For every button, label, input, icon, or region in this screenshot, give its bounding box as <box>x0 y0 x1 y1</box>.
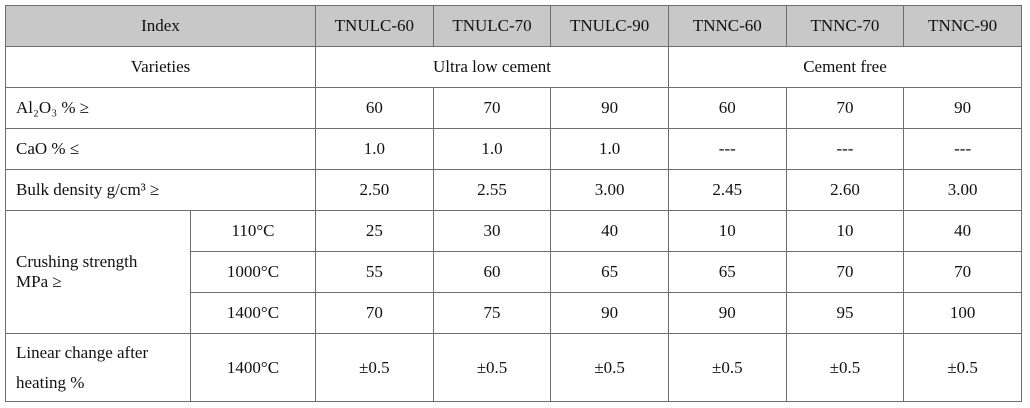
value-cell: 3.00 <box>550 169 669 211</box>
value-cell: 90 <box>550 87 669 129</box>
row-label: Bulk density g/cm³ ≥ <box>5 169 316 211</box>
temp-cell: 1000°C <box>190 251 316 293</box>
value-cell: 75 <box>432 292 552 334</box>
varieties-label: Varieties <box>5 46 316 88</box>
value-cell: 90 <box>903 87 1022 129</box>
value-cell: 90 <box>550 292 669 334</box>
table-row: Al₂O₃ % ≥60 70 90 60 70 90 <box>5 87 1022 129</box>
spec-table: Index TNULC-60 TNULC-70 TNULC-90 TNNC-60 TNNC… <box>5 5 1023 402</box>
value-cell: --- <box>667 128 787 170</box>
table-row: 1400°C 70 75 90 90 95 100 <box>6 292 1022 334</box>
table-row: Crushing strength MPa ≥110°C 25 30 40 10 10 40 <box>5 210 1022 334</box>
value-cell: 60 <box>667 87 787 129</box>
row-label: Linear change after heating % <box>5 333 191 402</box>
row-label: CaO % ≤ <box>5 128 316 170</box>
value-cell: 90 <box>667 292 787 334</box>
value-cell: 40 <box>903 210 1022 252</box>
value-cell: 60 <box>315 87 434 129</box>
value-cell: TNNC-60 <box>667 5 787 47</box>
value-cell: 3.00 <box>903 169 1022 211</box>
row-label: Crushing strength MPa ≥ <box>5 210 191 334</box>
value-cell: 60 <box>432 251 552 293</box>
value-cell: ±0.5 <box>785 333 905 402</box>
table-row: Varieties Ultra low cement Cement free <box>5 46 1023 88</box>
variety-group: Ultra low cement <box>315 46 669 88</box>
value-cell: 30 <box>432 210 552 252</box>
temp-cell: 1400°C <box>190 333 316 402</box>
value-cell: TNULC-70 <box>432 5 552 47</box>
value-cell: 1.0 <box>432 128 552 170</box>
table-row: 1000°C 55 60 65 65 70 70 <box>6 251 1022 293</box>
table-row: Bulk density g/cm³ ≥2.50 2.55 3.00 2.45 2.60… <box>5 169 1022 211</box>
table-row: Index TNULC-60 TNULC-70 TNULC-90 TNNC-60 TNNC… <box>5 5 1022 47</box>
label-line: Linear change after <box>16 342 149 362</box>
value-cell: 2.45 <box>667 169 787 211</box>
table-row: Linear change after heating % 1400°C ±0.5 ±0… <box>5 333 1022 402</box>
row-label: Al₂O₃ % ≥ <box>5 87 316 129</box>
value-cell: 100 <box>903 292 1022 334</box>
label-line: Crushing strength <box>16 252 138 271</box>
value-cell: 70 <box>432 87 552 129</box>
value-cell: ±0.5 <box>903 333 1022 402</box>
label-line: MPa ≥ <box>16 272 62 291</box>
value-cell: 70 <box>315 292 434 334</box>
value-cell: 10 <box>667 210 787 252</box>
temp-cell: 110°C <box>190 210 316 252</box>
header-cell: Index <box>5 5 316 47</box>
value-cell: TNNC-90 <box>903 5 1022 47</box>
value-cell: ±0.5 <box>432 333 552 402</box>
table-row: CaO % ≤1.0 1.0 1.0 --- --- --- <box>5 128 1022 170</box>
value-cell: 95 <box>785 292 905 334</box>
value-cell: 2.55 <box>432 169 552 211</box>
value-cell: 70 <box>785 87 905 129</box>
value-cell: 2.50 <box>315 169 434 211</box>
value-cell: --- <box>903 128 1022 170</box>
value-cell: 1.0 <box>550 128 669 170</box>
value-cell: ±0.5 <box>550 333 669 402</box>
value-cell: 25 <box>315 210 434 252</box>
value-cell: 65 <box>550 251 669 293</box>
value-cell: 1.0 <box>315 128 434 170</box>
value-cell: ±0.5 <box>667 333 787 402</box>
value-cell: --- <box>785 128 905 170</box>
value-cell: 10 <box>785 210 905 252</box>
temp-cell: 1400°C <box>190 292 316 334</box>
variety-group: Cement free <box>667 46 1023 88</box>
value-cell: 65 <box>667 251 787 293</box>
value-cell: 2.60 <box>785 169 905 211</box>
value-cell: TNNC-70 <box>785 5 905 47</box>
value-cell: ±0.5 <box>315 333 434 402</box>
value-cell: TNULC-60 <box>315 5 434 47</box>
value-cell: 70 <box>785 251 905 293</box>
value-cell: 55 <box>315 251 434 293</box>
value-cell: 70 <box>903 251 1022 293</box>
label-line: heating % <box>16 372 85 392</box>
value-cell: TNULC-90 <box>550 5 669 47</box>
value-cell: 40 <box>550 210 669 252</box>
